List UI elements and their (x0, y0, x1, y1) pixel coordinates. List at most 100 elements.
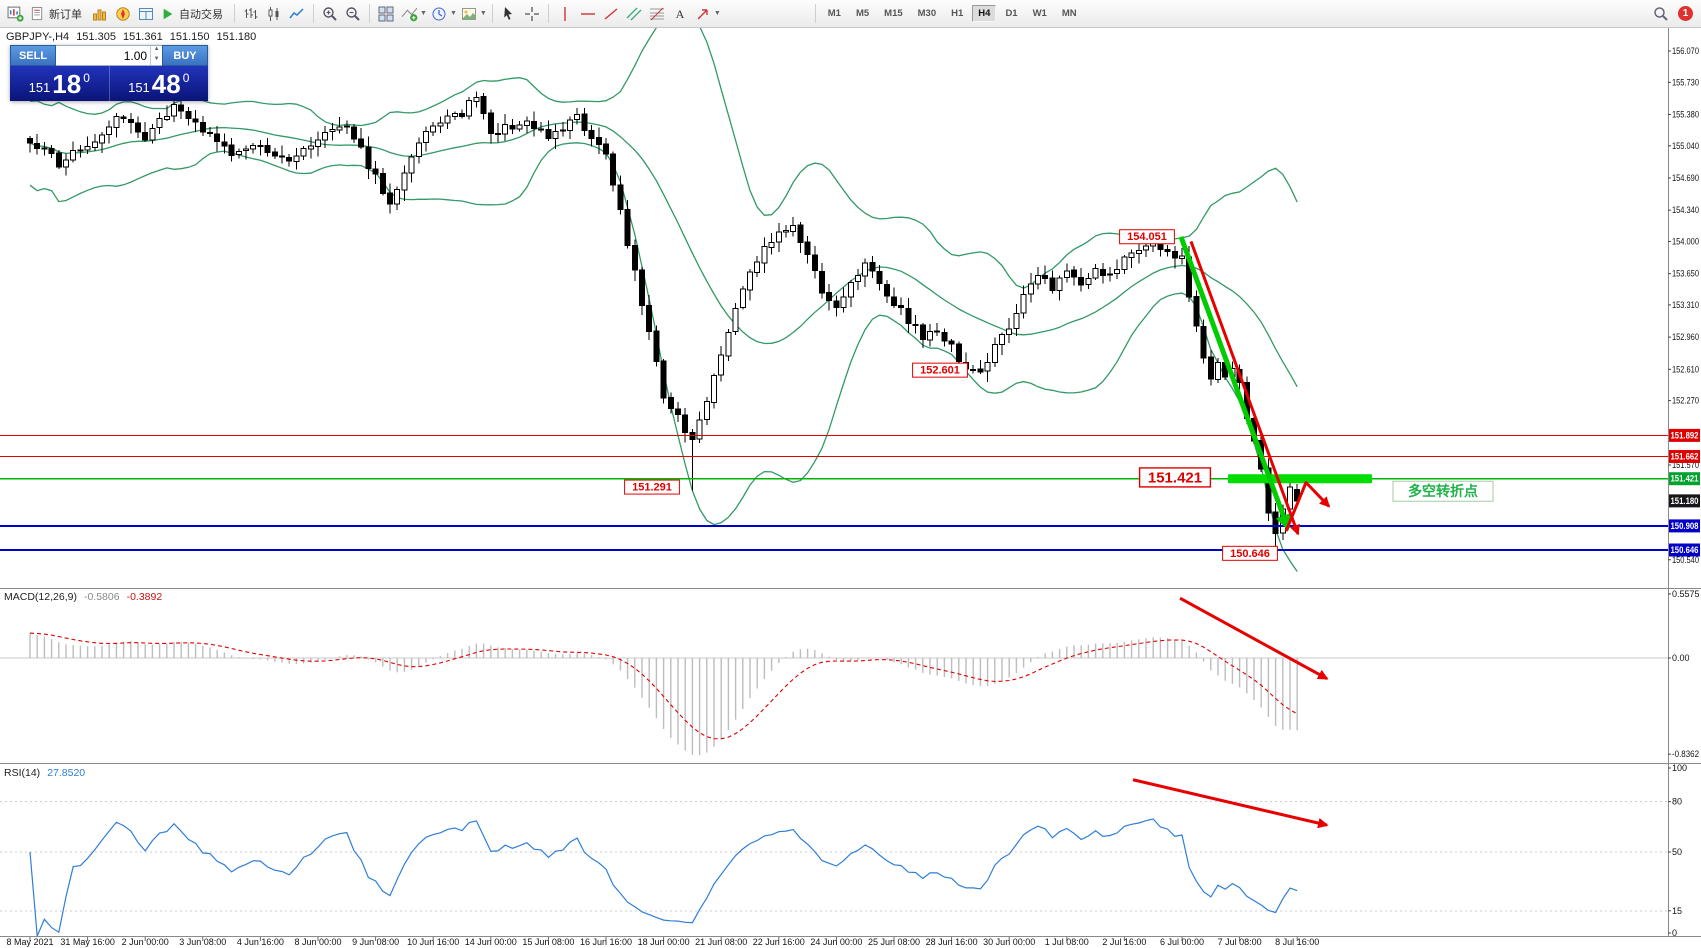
rsi-panel[interactable] (0, 801, 1668, 936)
horizontal-line-tool-icon[interactable] (577, 3, 599, 25)
turning-point-box[interactable] (1392, 480, 1494, 502)
terminal-icon[interactable] (135, 3, 157, 25)
price-tag (1669, 494, 1700, 508)
green-highlight-bar[interactable] (1228, 474, 1372, 484)
navigator-icon[interactable] (112, 3, 134, 25)
zoom-in-icon[interactable] (319, 3, 341, 25)
cursor-icon[interactable] (498, 3, 520, 25)
svg-text:21 Jun 08:00: 21 Jun 08:00 (695, 937, 747, 947)
sell-button[interactable]: SELL (10, 45, 56, 66)
arrows-caret-icon[interactable]: ▼ (713, 10, 721, 17)
autotrading-label: 自动交易 (179, 8, 223, 21)
sell-trend-arrow-green[interactable] (1178, 235, 1291, 531)
price-annotation-box[interactable] (1138, 467, 1212, 488)
svg-text:151.421: 151.421 (1671, 474, 1699, 484)
rsi-value: 27.8520 (47, 767, 86, 779)
svg-text:31 May 16:00: 31 May 16:00 (60, 937, 115, 947)
volume-box: ▲ ▼ (56, 45, 162, 66)
price-tag (1669, 428, 1700, 442)
volume-stepper: ▲ ▼ (150, 46, 162, 65)
volume-input[interactable] (56, 46, 151, 65)
bar-chart-type-icon[interactable] (240, 3, 262, 25)
ask-price[interactable]: 151 48 0 (110, 66, 209, 101)
macd-histogram (29, 633, 1298, 756)
symbol-period: GBPJPY-,H4 (6, 31, 70, 43)
indicators-icon[interactable] (398, 3, 420, 25)
template-icon[interactable] (458, 3, 480, 25)
price-annotation-box[interactable] (912, 362, 968, 378)
macd-trend-arrow[interactable] (1179, 596, 1329, 681)
svg-text:152.960: 152.960 (1672, 332, 1699, 342)
time-axis[interactable]: 8 May 2021 31 May 16:00 2 Jun 00:00 3 Jun 0… (6, 937, 1319, 947)
tf-d1[interactable]: D1 (999, 5, 1023, 22)
channel-tool-icon[interactable] (623, 3, 645, 25)
price-annotation-box[interactable] (624, 479, 680, 495)
macd-panel[interactable] (0, 632, 1668, 756)
svg-text:18 Jun 00:00: 18 Jun 00:00 (638, 937, 690, 947)
volume-down-icon[interactable]: ▼ (153, 55, 160, 62)
crosshair-icon[interactable] (521, 3, 543, 25)
new-order-label: 新订单 (49, 8, 82, 21)
chart-canvas[interactable]: 156.070 155.730 155.380 155.040 154.690 154.3… (0, 28, 1701, 948)
new-order-icon (31, 6, 43, 20)
template-caret-icon[interactable]: ▼ (479, 10, 487, 17)
svg-text:8 May 2021: 8 May 2021 (6, 937, 53, 947)
svg-text:8 Jul 16:00: 8 Jul 16:00 (1275, 937, 1319, 947)
fibonacci-tool-icon[interactable] (646, 3, 668, 25)
periods-clock-icon[interactable] (428, 3, 450, 25)
horizontal-line-objects[interactable] (0, 434, 1668, 551)
tf-h4[interactable]: H4 (972, 5, 997, 22)
trendline-tool-icon[interactable] (600, 3, 622, 25)
periods-caret-icon[interactable]: ▼ (449, 10, 457, 17)
svg-text:6 Jul 00:00: 6 Jul 00:00 (1160, 937, 1204, 947)
autotrading-play-icon (163, 8, 173, 19)
line-chart-type-icon[interactable] (286, 3, 308, 25)
tf-m30[interactable]: M30 (912, 5, 942, 22)
new-order-button[interactable]: 新订单 (27, 4, 88, 24)
tf-m1[interactable]: M1 (822, 5, 847, 22)
svg-text:8 Jun 00:00: 8 Jun 00:00 (294, 937, 341, 947)
buy-button[interactable]: BUY (162, 45, 208, 66)
arrows-tool-icon[interactable] (692, 3, 714, 25)
tf-m5[interactable]: M5 (850, 5, 875, 22)
tf-m15[interactable]: M15 (878, 5, 908, 22)
main-price-panel[interactable] (27, 28, 1301, 572)
new-chart-icon[interactable] (4, 3, 26, 25)
price-tag (1669, 472, 1700, 486)
price-axis[interactable]: 156.070 155.730 155.380 155.040 154.690 154.3… (0, 28, 1701, 938)
bounce-arrow[interactable] (1284, 481, 1331, 532)
tf-w1[interactable]: W1 (1027, 5, 1053, 22)
svg-text:151.662: 151.662 (1671, 452, 1699, 462)
toolbar-separator (313, 4, 314, 23)
vertical-line-tool-icon[interactable] (554, 3, 576, 25)
autotrading-button[interactable]: 自动交易 (158, 4, 229, 24)
price-annotation-box[interactable] (1222, 545, 1278, 561)
ohlc-low: 151.150 (169, 31, 210, 43)
tile-windows-icon[interactable] (375, 3, 397, 25)
bollinger-middle-band (29, 121, 1298, 388)
toolbar-right-cluster: 1 (1650, 3, 1697, 25)
svg-text:155.730: 155.730 (1672, 77, 1699, 87)
rsi-line (29, 818, 1298, 936)
svg-text:22 Jun 16:00: 22 Jun 16:00 (753, 937, 805, 947)
notification-badge[interactable]: 1 (1678, 6, 1693, 21)
rsi-trend-arrow[interactable] (1132, 778, 1329, 829)
bid-pips: 18 (52, 68, 82, 99)
sell-trend-arrow-red[interactable] (1189, 240, 1300, 536)
indicators-caret-icon[interactable]: ▼ (420, 10, 427, 17)
tf-mn[interactable]: MN (1056, 5, 1083, 22)
zoom-out-icon[interactable] (342, 3, 364, 25)
volume-up-icon[interactable]: ▲ (153, 46, 160, 52)
price-annotation-box[interactable] (1119, 229, 1175, 245)
tf-h1[interactable]: H1 (945, 5, 969, 22)
svg-text:15: 15 (1672, 906, 1682, 916)
svg-text:153.650: 153.650 (1672, 269, 1699, 279)
svg-text:0.5575: 0.5575 (1672, 589, 1700, 599)
search-icon[interactable] (1650, 3, 1672, 25)
bid-price[interactable]: 151 18 0 (10, 66, 110, 101)
text-tool-icon[interactable]: A (669, 3, 691, 25)
candlestick-type-icon[interactable] (263, 3, 285, 25)
toolbar-separator (547, 4, 549, 23)
chart-objects[interactable]: 154.051 152.601 151.291 151.421 150.646 多空转折点 (624, 229, 1494, 829)
market-watch-icon[interactable] (89, 3, 111, 25)
